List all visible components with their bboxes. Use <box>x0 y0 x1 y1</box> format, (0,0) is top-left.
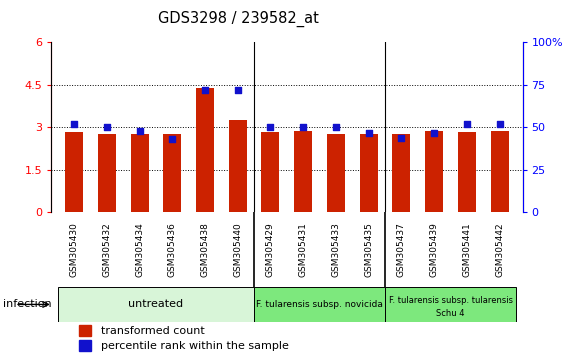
Point <box>299 125 308 130</box>
Text: GSM305438: GSM305438 <box>201 222 210 277</box>
Text: GSM305435: GSM305435 <box>364 222 373 277</box>
Point <box>135 128 144 134</box>
Point <box>462 121 471 127</box>
Text: GSM305432: GSM305432 <box>102 222 111 277</box>
Point <box>331 125 340 130</box>
Bar <box>98 134 116 212</box>
Text: F. tularensis subsp. tularensis: F. tularensis subsp. tularensis <box>389 296 512 305</box>
Text: GSM305429: GSM305429 <box>266 222 275 277</box>
Text: GSM305440: GSM305440 <box>233 222 242 277</box>
Text: percentile rank within the sample: percentile rank within the sample <box>101 341 289 351</box>
Bar <box>392 134 411 212</box>
Bar <box>131 134 148 212</box>
Text: transformed count: transformed count <box>101 326 204 336</box>
Bar <box>58 287 254 322</box>
Bar <box>360 134 378 212</box>
Text: GSM305442: GSM305442 <box>495 222 504 277</box>
Bar <box>385 287 516 322</box>
Text: GSM305441: GSM305441 <box>462 222 471 277</box>
Text: untreated: untreated <box>128 299 183 309</box>
Point <box>201 87 210 93</box>
Text: GSM305439: GSM305439 <box>429 222 438 277</box>
Point <box>168 137 177 142</box>
Bar <box>491 131 509 212</box>
Bar <box>80 325 91 336</box>
Point <box>495 121 504 127</box>
Point <box>233 87 243 93</box>
Text: GSM305437: GSM305437 <box>397 222 406 277</box>
Point <box>266 125 275 130</box>
Text: GSM305433: GSM305433 <box>332 222 340 277</box>
Bar <box>261 132 279 212</box>
Text: F. tularensis subsp. novicida: F. tularensis subsp. novicida <box>256 300 383 309</box>
Text: GSM305430: GSM305430 <box>69 222 78 277</box>
Text: GDS3298 / 239582_at: GDS3298 / 239582_at <box>158 11 319 27</box>
Point <box>102 125 111 130</box>
Bar <box>163 134 181 212</box>
Bar <box>254 287 385 322</box>
Bar <box>196 88 214 212</box>
Bar <box>80 340 91 352</box>
Text: GSM305436: GSM305436 <box>168 222 177 277</box>
Bar <box>294 131 312 212</box>
Text: Schu 4: Schu 4 <box>436 309 465 318</box>
Bar <box>425 131 443 212</box>
Text: infection: infection <box>3 299 52 309</box>
Bar <box>229 120 247 212</box>
Bar <box>458 132 476 212</box>
Point <box>429 130 438 135</box>
Point <box>69 121 78 127</box>
Point <box>364 130 373 135</box>
Bar <box>327 134 345 212</box>
Text: GSM305434: GSM305434 <box>135 222 144 277</box>
Text: GSM305431: GSM305431 <box>299 222 308 277</box>
Point <box>397 135 406 141</box>
Bar <box>65 132 83 212</box>
